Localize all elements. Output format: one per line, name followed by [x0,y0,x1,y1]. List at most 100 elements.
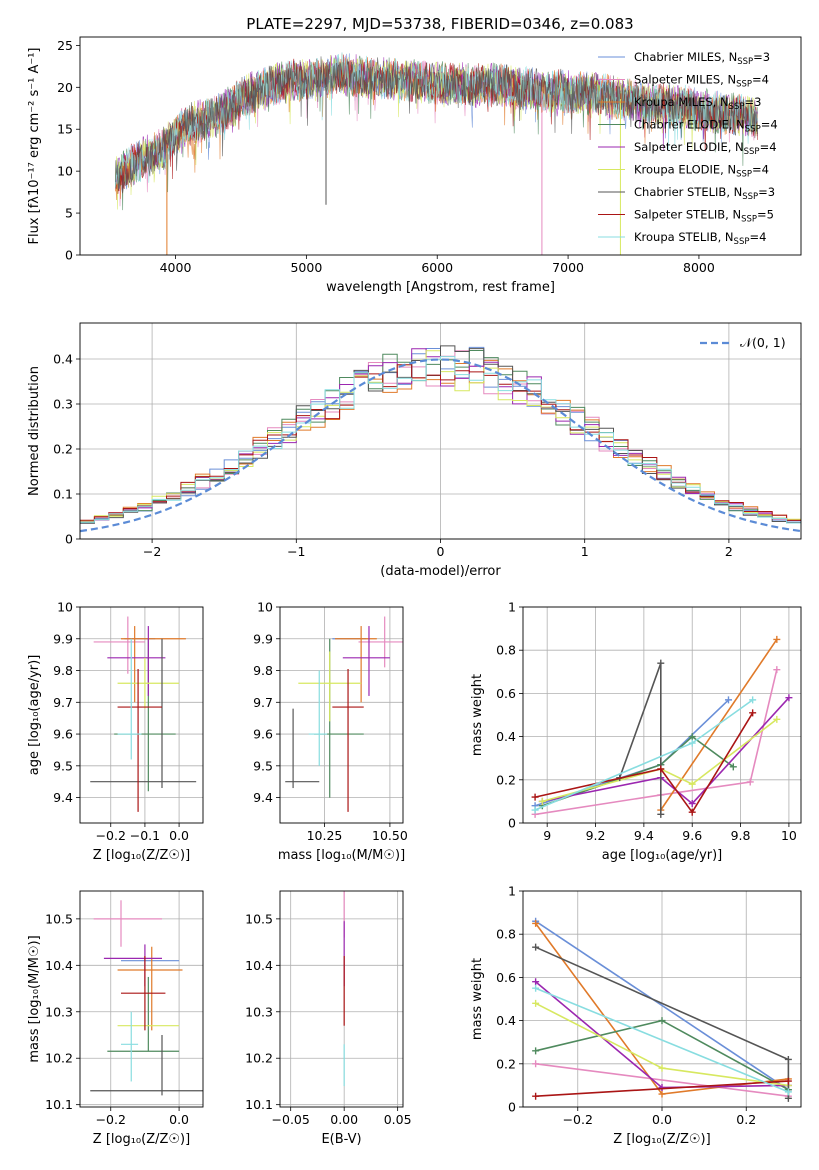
weight-marker [729,763,737,771]
weight-marker [773,666,781,674]
y-tick-label: 1 [508,600,516,615]
weight-marker [658,1017,666,1025]
weight-marker [532,943,540,951]
weight-marker [746,778,754,786]
y-tick-label: 10.4 [245,958,273,973]
weight-marker [688,739,696,747]
mass_vs_Z-plot-area [90,900,203,1096]
y-tick-label: 10.3 [45,1004,73,1019]
axes-frame [79,36,802,256]
weight-marker [773,635,781,643]
age_vs_mass-plot-area [285,616,403,812]
y-tick-label: 0 [65,248,73,263]
y-tick-label: 9.6 [53,727,73,742]
weight_vs_age-plot-area [531,635,793,818]
weight-marker [724,696,732,704]
age_vs_Z-plot-area [90,616,197,812]
x-tick-label: 0.0 [169,1112,189,1127]
y-tick-label: 5 [65,206,73,221]
x-tick-label: 1 [581,544,589,559]
y-axis-label: mass [log₁₀(M/M☉)] [27,935,42,1062]
y-tick-label: 0.2 [53,442,73,457]
weight-marker [784,1088,792,1096]
y-axis-label: Normed distribution [27,366,42,496]
y-tick-label: 0.2 [496,772,516,787]
y-axis-label: age [log₁₀(age/yr)] [27,655,42,776]
spectrum-chart: 4000 5000 6000 7000 8000 0 5 10 15 20 25 wavelength… [27,36,802,295]
weight-line [535,1080,789,1097]
y-tick-label: 0.1 [53,487,73,502]
x-tick-label: 9.6 [682,828,702,843]
weight-marker [538,797,546,805]
x-tick-label: −0.2 [96,1112,126,1127]
x-tick-label: 10 [781,828,797,843]
weight-marker [784,1055,792,1063]
weight-marker [784,1077,792,1085]
axes-frame [79,890,204,1108]
y-tick-label: 10 [257,600,273,615]
axes-frame [522,890,802,1108]
y-tick-label: 0.8 [496,643,516,658]
legend-entry: Salpeter STELIB, NSSP=5 [634,208,774,225]
weight-line [535,1063,789,1097]
mass_vs_ebv-grid [280,891,403,1107]
x-tick-label: 8000 [683,260,715,275]
weight-marker [532,984,540,992]
x-tick-label: 0.00 [330,1112,358,1127]
x-tick-label: −0.2 [96,828,126,843]
x-axis-label: wavelength [Angstrom, rest frame] [326,280,555,295]
weight-marker [688,780,696,788]
weight-marker [531,793,539,801]
x-axis-label: age [log₁₀(age/yr)] [602,848,723,863]
age_vs_Z-chart: −0.2 −0.1 0.0 9.4 9.5 9.6 9.7 9.8 9.9 10 Z [log₁₀(… [27,600,204,863]
y-tick-label: 25 [57,38,73,53]
y-axis-label: Flux [fλ10⁻¹⁷ erg cm⁻² s⁻¹ A⁻¹] [27,48,42,245]
histogram-kroupa-stelib [80,356,801,524]
y-tick-label: 0 [508,1100,516,1115]
y-tick-label: 0.8 [496,927,516,942]
x-tick-label: 0.0 [652,1112,672,1127]
weight-line [618,662,662,815]
y-tick-label: 10.3 [245,1004,273,1019]
spectrum-line [115,56,758,193]
x-tick-label: 4000 [160,260,192,275]
y-tick-label: 0.2 [496,1056,516,1071]
y-tick-label: 10 [57,164,73,179]
legend-entry: Salpeter ELODIE, NSSP=4 [634,140,777,157]
weight-marker [657,659,665,667]
x-tick-label: 10.50 [372,828,408,843]
mass_vs_Z-chart: −0.2 0.0 10.1 10.2 10.3 10.4 10.5 Z [log₁₀(Z/Z☉… [27,890,204,1147]
x-tick-label: 9.4 [634,828,654,843]
weight-line [535,920,789,1091]
weight-marker [532,1047,540,1055]
x-tick-label: 0.2 [736,1112,756,1127]
x-tick-label: −0.1 [130,828,160,843]
weight-marker [657,810,665,818]
weight-marker [688,800,696,808]
y-tick-label: 9.9 [53,631,73,646]
x-tick-label: 9.2 [586,828,606,843]
weight-marker [749,709,757,717]
weight-marker [658,1084,666,1092]
x-tick-label: 5000 [290,260,322,275]
weight-marker [749,696,757,704]
weight_vs_Z-chart: −0.2 0.0 0.2 0 0.2 0.4 0.6 0.8 1 Z [log₁₀(Z/Z☉)] m… [470,884,802,1147]
weight-line [542,718,778,803]
x-axis-label: Z [log₁₀(Z/Z☉)] [613,1132,710,1147]
x-tick-label: 0 [437,544,445,559]
y-tick-label: 0.3 [53,397,73,412]
y-axis-label: mass weight [470,958,485,1040]
x-tick-label: 9.8 [731,828,751,843]
x-tick-label: 6000 [421,260,453,275]
normal-reference-curve [80,358,801,533]
weight_vs_Z-plot-area [532,917,792,1102]
y-tick-label: 20 [57,80,73,95]
x-axis-label: E(B-V) [321,1132,361,1147]
weight-marker [532,978,540,986]
y-tick-label: 0 [508,816,516,831]
y-tick-label: 10 [57,600,73,615]
axes-frame [279,606,404,824]
weight-line [535,987,789,1093]
y-tick-label: 9.8 [53,663,73,678]
spectrum-plot-area [115,52,758,255]
